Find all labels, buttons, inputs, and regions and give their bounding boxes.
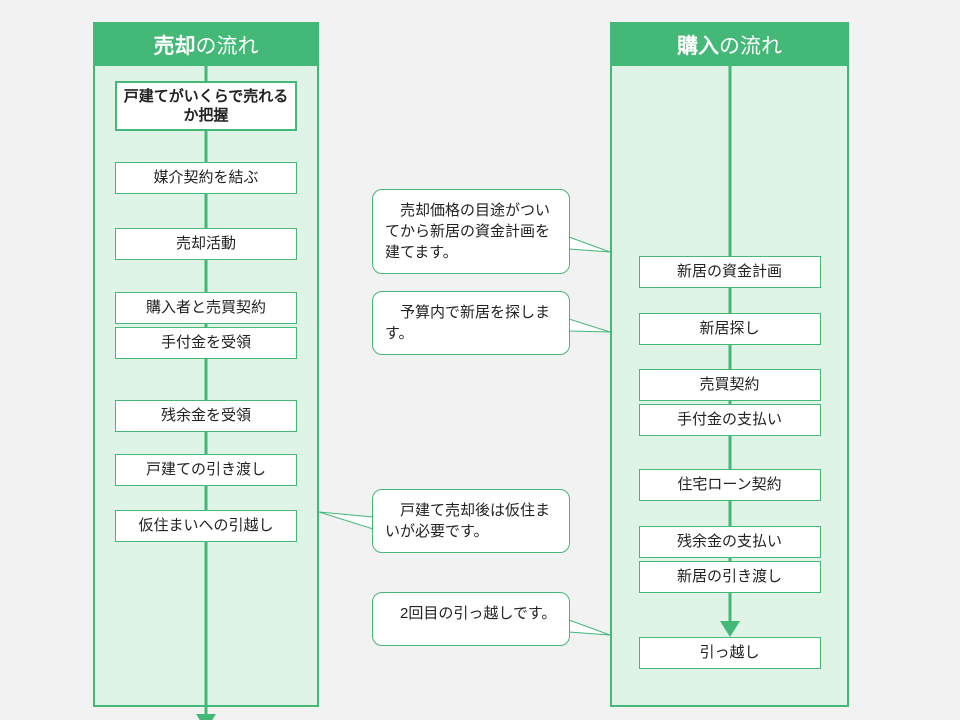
buy-step: 新居の資金計画 [639,256,821,288]
flow-arrow-head-icon [196,714,216,720]
callout-tail-icon [569,319,610,332]
sell-flow-panel: 売却 の流れ 戸建てがいくらで売れるか把握媒介契約を結ぶ売却活動購入者と売買契約… [93,22,319,707]
buy-step: 引っ越し [639,637,821,669]
diagram-canvas: 売却 の流れ 戸建てがいくらで売れるか把握媒介契約を結ぶ売却活動購入者と売買契約… [0,0,960,720]
buy-step: 住宅ローン契約 [639,469,821,501]
buy-flow-panel: 購入 の流れ 新居の資金計画新居探し売買契約手付金の支払い住宅ローン契約残余金の… [610,22,849,707]
flow-arrow-head-icon [720,621,740,637]
callout-tail-icon [319,512,373,529]
title-em: 売却 [154,30,196,60]
sell-step: 戸建ての引き渡し [115,454,297,486]
callout-bubble: 戸建て売却後は仮住まいが必要です。 [372,489,570,553]
buy-step: 残余金の支払い [639,526,821,558]
buy-flow-body: 新居の資金計画新居探し売買契約手付金の支払い住宅ローン契約残余金の支払い新居の引… [612,66,847,705]
buy-step: 新居探し [639,313,821,345]
title-rest: の流れ [719,30,782,60]
title-em: 購入 [677,30,719,60]
buy-step: 新居の引き渡し [639,561,821,593]
title-rest: の流れ [196,30,259,60]
sell-step: 媒介契約を結ぶ [115,162,297,194]
callout-tail-icon [569,620,610,635]
buy-flow-title: 購入 の流れ [612,24,847,66]
buy-step: 手付金の支払い [639,404,821,436]
sell-step: 売却活動 [115,228,297,260]
sell-step: 購入者と売買契約 [115,292,297,324]
sell-flow-body: 戸建てがいくらで売れるか把握媒介契約を結ぶ売却活動購入者と売買契約手付金を受領残… [95,66,317,705]
sell-step: 残余金を受領 [115,400,297,432]
callout-tail-icon [569,237,610,252]
buy-step: 売買契約 [639,369,821,401]
callout-bubble: 2回目の引っ越しです。 [372,592,570,646]
sell-step: 手付金を受領 [115,327,297,359]
sell-step: 仮住まいへの引越し [115,510,297,542]
sell-flow-title: 売却 の流れ [95,24,317,66]
callout-bubble: 予算内で新居を探します。 [372,291,570,355]
callout-bubble: 売却価格の目途がついてから新居の資金計画を建てます。 [372,189,570,274]
sell-step: 戸建てがいくらで売れるか把握 [115,81,297,131]
